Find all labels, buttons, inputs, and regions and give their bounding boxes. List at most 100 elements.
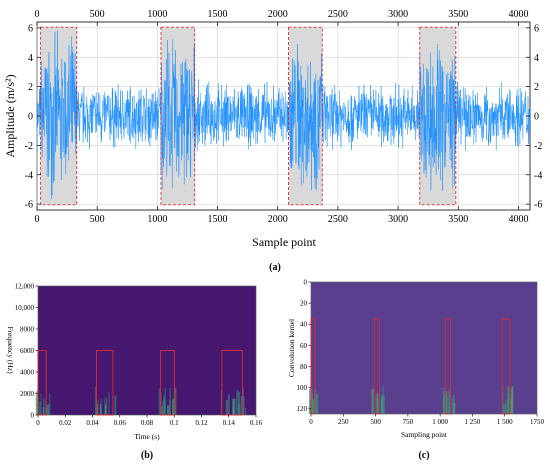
highlight-box — [37, 350, 47, 416]
panel-a-ytick-label-left: -4 — [25, 170, 33, 181]
xtick-label: 0.16 — [250, 419, 263, 427]
highlight-box — [221, 350, 243, 416]
panel-a-xtick-label-bottom: 4000 — [508, 214, 528, 225]
panel-b-ylabel: Frequency (Hz) — [6, 326, 15, 374]
energy-streak — [238, 403, 241, 415]
energy-streak — [311, 388, 313, 414]
panel-c-tag: (c) — [418, 450, 429, 461]
energy-streak — [447, 406, 450, 414]
energy-streak — [452, 394, 455, 414]
xtick-label: 0.04 — [86, 419, 99, 427]
ytick-label: 120 — [297, 405, 308, 413]
panel-a-xtick-label-bottom: 2500 — [328, 214, 348, 225]
xtick-label: 1 000 — [432, 418, 448, 426]
panel-a-ticks: 0 0 500 500 1000 1000 1500 1500 2000 2000 2500 2500… — [25, 9, 543, 225]
energy-streak — [227, 394, 230, 415]
energy-streak — [158, 388, 161, 415]
ytick-label: 40 — [300, 321, 308, 329]
energy-streak — [46, 405, 48, 415]
energy-streak — [238, 391, 241, 415]
energy-streak — [442, 395, 445, 414]
xtick-label: 0.02 — [59, 419, 72, 427]
energy-streak — [377, 397, 379, 414]
energy-streak — [376, 397, 379, 414]
panel-a-highlight-border — [419, 26, 457, 206]
energy-streak — [104, 405, 107, 415]
energy-streak — [114, 395, 117, 415]
panel-a-xtick-label-top: 2000 — [268, 9, 288, 20]
highlight-box — [96, 350, 114, 416]
panel-a-tag: (a) — [269, 262, 281, 273]
energy-streak — [502, 403, 505, 414]
panel-a-signal-line — [36, 30, 531, 199]
xtick-label: 0.08 — [141, 419, 154, 427]
highlight-box — [160, 350, 175, 416]
panel-a-xtick-label-bottom: 500 — [90, 214, 105, 225]
panel-a-ytick-label-right: -2 — [534, 141, 542, 152]
energy-streak — [236, 389, 239, 415]
xtick-label: 500 — [370, 418, 381, 426]
panel-a-ytick-label-right: -4 — [534, 170, 542, 181]
energy-streak — [377, 393, 379, 414]
panel-a-ytick-label-right: 6 — [534, 23, 539, 34]
panel-b-boxes — [37, 350, 243, 416]
energy-streak — [49, 393, 51, 415]
energy-streak — [380, 397, 383, 414]
energy-streak — [108, 392, 110, 415]
panel-a-xtick-label-bottom: 1500 — [208, 214, 228, 225]
highlight-box — [373, 318, 380, 415]
energy-streak — [232, 398, 235, 415]
xtick-label: 1 250 — [465, 418, 481, 426]
energy-streak — [502, 386, 504, 414]
panel-a-highlight-borders — [40, 26, 457, 206]
highlight-box — [444, 318, 451, 415]
energy-streak — [164, 387, 166, 415]
energy-streak — [100, 408, 103, 415]
panel-a-ytick-label-left: 4 — [28, 53, 33, 64]
panel-a-xtick-label-top: 1500 — [208, 9, 228, 20]
energy-streak — [174, 387, 177, 415]
panel-a-xtick-label-top: 3500 — [448, 9, 468, 20]
panel-b-xlabel: Time (s) — [134, 432, 160, 441]
panel-a-highlight-border — [160, 26, 196, 206]
energy-streak — [40, 393, 42, 415]
panel-a-xtick-label-bottom: 3000 — [388, 214, 408, 225]
panel-a-xtick-label-bottom: 0 — [35, 214, 40, 225]
xtick-label: 0.12 — [195, 419, 208, 427]
panel-c-ticks: 0 250 500 750 1 000 1 250 1 500 1750 0 20 40 60 80 10… — [297, 279, 545, 427]
panel-c: 0 250 500 750 1 000 1 250 1 500 1750 0 20 40 60 80 10… — [287, 279, 545, 462]
xtick-label: 0.14 — [223, 419, 236, 427]
xtick-label: 1750 — [530, 418, 545, 426]
energy-streak — [240, 396, 243, 415]
energy-streak — [37, 397, 40, 415]
panel-a-highlight-border — [288, 26, 323, 206]
energy-streak — [453, 403, 456, 414]
energy-streak — [220, 390, 222, 415]
energy-streak — [100, 398, 103, 415]
panel-a: 0 0 500 500 1000 1000 1500 1500 2000 2000 2500 2500… — [3, 9, 542, 273]
energy-streak — [39, 401, 41, 415]
panel-b-tag: (b) — [141, 450, 153, 461]
xtick-label: 750 — [403, 418, 414, 426]
panel-a-xtick-label-top: 500 — [90, 9, 105, 20]
energy-streak — [377, 400, 380, 414]
xtick-label: 0 — [36, 419, 40, 427]
energy-streak — [446, 396, 448, 414]
energy-streak — [225, 400, 228, 415]
panel-a-ytick-label-right: -6 — [534, 200, 542, 211]
panel-a-ytick-label-left: 0 — [28, 112, 33, 123]
energy-streak — [312, 399, 315, 414]
energy-streak — [105, 398, 108, 415]
highlight-box — [501, 318, 511, 415]
energy-streak — [316, 402, 319, 414]
panel-a-xlabel: Sample point — [252, 235, 316, 249]
panel-a-xtick-label-bottom: 1000 — [147, 214, 167, 225]
ytick-label: 0 — [31, 412, 35, 420]
energy-streak — [169, 399, 171, 415]
energy-streak — [507, 390, 510, 414]
energy-streak — [382, 386, 385, 414]
xtick-label: 250 — [338, 418, 349, 426]
energy-streak — [94, 387, 97, 415]
panel-a-ytick-label-left: 2 — [28, 82, 33, 93]
